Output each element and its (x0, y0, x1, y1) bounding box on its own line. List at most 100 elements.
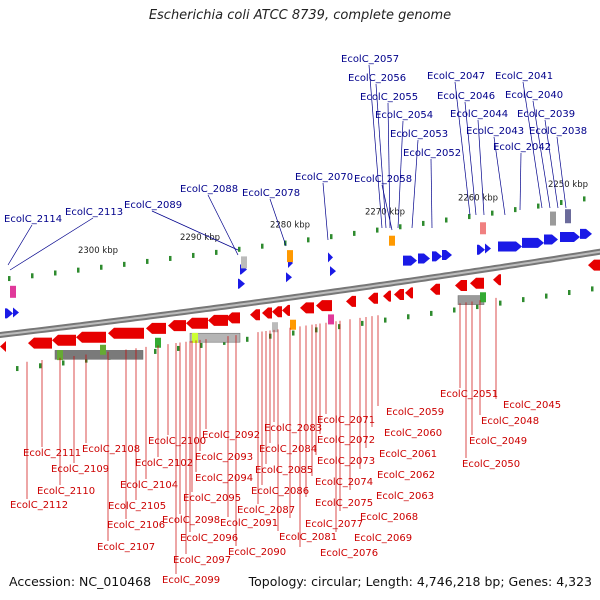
leader-line (493, 136, 506, 216)
genome-summary: Topology: circular; Length: 4,746,218 bp… (248, 574, 592, 589)
gene-label: EcolC_2062 (377, 470, 435, 481)
tick-mark (54, 270, 57, 276)
reverse-gene-arrow (316, 300, 332, 312)
tick-mark (146, 258, 149, 264)
tick-mark (476, 304, 479, 310)
reverse-gene-arrow (368, 292, 378, 304)
reverse-gene-arrow (493, 274, 501, 286)
gene-label: EcolC_2038 (529, 126, 587, 137)
gene-label: EcolC_2083 (264, 423, 322, 434)
gene-label: EcolC_2047 (427, 71, 485, 82)
reverse-gene-arrow (0, 341, 6, 352)
genome-title: Escherichia coli ATCC 8739, complete gen… (148, 8, 452, 23)
gene-label: EcolC_2072 (317, 435, 375, 446)
gene-label: EcolC_2105 (108, 501, 166, 512)
leader-line (7, 224, 33, 266)
forward-gene-arrow (485, 243, 491, 254)
feature-box (100, 344, 106, 355)
gene-label: EcolC_2044 (450, 109, 508, 120)
forward-gene-arrow (330, 266, 336, 277)
gene-label: EcolC_2063 (376, 491, 434, 502)
leader-line (397, 120, 404, 229)
gene-label: EcolC_2050 (462, 459, 520, 470)
gene-label: EcolC_2095 (183, 493, 241, 504)
kbp-label: 2290 kbp (180, 233, 220, 243)
reverse-gene-arrow (282, 304, 290, 316)
gene-label: EcolC_2078 (242, 188, 300, 199)
reverse-gene-arrow (346, 295, 356, 307)
forward-gene-arrow (5, 308, 13, 319)
tick-mark (307, 237, 310, 243)
reverse-gene-arrow (208, 314, 228, 326)
tick-mark (246, 336, 249, 342)
feature-box (272, 322, 278, 333)
tick-mark (169, 255, 172, 261)
gene-label: EcolC_2085 (255, 465, 313, 476)
genome-backbone (0, 248, 600, 339)
feature-box (480, 222, 486, 235)
gene-label: EcolC_2051 (440, 389, 498, 400)
forward-gene-arrow (498, 241, 522, 252)
gene-label: EcolC_2052 (403, 148, 461, 159)
reverse-gene-arrow (383, 290, 391, 302)
forward-gene-arrow (13, 307, 19, 318)
tick-mark (353, 230, 356, 236)
tick-mark (154, 348, 157, 354)
gene-label: EcolC_2099 (162, 575, 220, 586)
gene-label: EcolC_2039 (517, 109, 575, 120)
tick-mark (568, 290, 571, 296)
leader-line (322, 182, 329, 241)
reverse-gene-arrow (108, 327, 144, 339)
forward-gene-arrow (522, 237, 544, 248)
leader-line (522, 81, 543, 209)
gene-label: EcolC_2074 (315, 477, 373, 488)
tick-mark (192, 252, 195, 258)
tick-mark (384, 317, 387, 323)
gene-label: EcolC_2113 (65, 207, 123, 218)
tick-mark (338, 324, 341, 330)
leader-line (519, 152, 522, 211)
tick-mark (261, 243, 264, 249)
reverse-gene-arrow (226, 312, 240, 324)
gene-label: EcolC_2069 (354, 533, 412, 544)
gene-label: EcolC_2093 (195, 452, 253, 463)
tick-mark (545, 293, 548, 299)
feature-box (328, 314, 334, 325)
reverse-gene-arrow (470, 277, 484, 289)
leader-line (464, 101, 477, 216)
feature-box (287, 250, 293, 263)
gene-label: EcolC_2041 (495, 71, 553, 82)
tick-mark (407, 314, 410, 320)
gene-label: EcolC_2107 (97, 542, 155, 553)
reverse-gene-arrow (250, 309, 260, 321)
forward-gene-arrow (403, 255, 417, 266)
tick-mark (591, 286, 594, 292)
forward-gene-arrow (432, 251, 442, 262)
leader-line (368, 64, 383, 229)
feature-box (10, 285, 16, 298)
tick-mark (514, 207, 517, 213)
gene-label: EcolC_2046 (437, 91, 495, 102)
reverse-gene-arrow (168, 320, 186, 332)
gene-label: EcolC_2040 (505, 90, 563, 101)
gene-label: EcolC_2098 (162, 515, 220, 526)
tick-mark (445, 217, 448, 223)
reverse-gene-arrow (52, 334, 76, 346)
gene-label: EcolC_2106 (107, 520, 165, 531)
gene-label: EcolC_2114 (4, 214, 62, 225)
gene-label: EcolC_2086 (251, 486, 309, 497)
feature-bar (189, 332, 241, 343)
kbp-label: 2250 kbp (548, 180, 588, 190)
gene-label: EcolC_2054 (375, 110, 433, 121)
kbp-label: 2280 kbp (270, 221, 310, 231)
feature-box (241, 256, 247, 269)
leader-line (269, 198, 287, 247)
tick-mark (522, 297, 525, 303)
forward-gene-arrow (238, 278, 245, 289)
tick-mark (8, 276, 11, 282)
tick-mark (430, 310, 433, 316)
reverse-gene-arrow (186, 317, 208, 329)
gene-label: EcolC_2057 (341, 54, 399, 65)
reverse-gene-arrow (405, 287, 413, 299)
